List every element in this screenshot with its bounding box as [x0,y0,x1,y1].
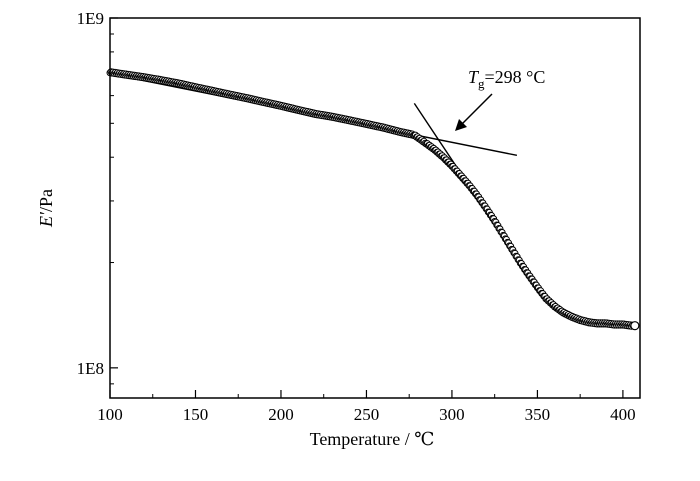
y-axis-label: E′/Pa [36,189,56,228]
x-tick-label: 350 [525,405,551,424]
tg-value: =298 °C [485,67,546,87]
x-tick-label: 150 [183,405,209,424]
tg-arrow [460,93,493,126]
x-tick-label: 300 [439,405,465,424]
plot-frame [109,17,641,399]
data-points-layer [106,68,640,331]
tick-labels-layer: 100 150 200 250 300 350 400 1E8 1E9 [77,9,636,424]
data-point [630,321,640,331]
y-tick-label: 1E9 [77,9,104,28]
svg-text:Tg=298 °C: Tg=298 °C [468,67,545,91]
x-tick-label: 200 [268,405,294,424]
x-tick-label: 250 [354,405,380,424]
x-tick-label: 100 [97,405,123,424]
y-tick-label: 1E8 [77,359,104,378]
tg-annotation: Tg=298 °C [455,67,545,131]
tg-subscript: g [478,76,485,91]
tg-symbol: T [468,67,480,87]
tangent-lines-layer [123,75,518,207]
tg-arrow-head [455,119,467,131]
x-axis-label: Temperature / ℃ [310,429,435,449]
x-tick-label: 400 [610,405,636,424]
ticks-layer [109,17,624,398]
